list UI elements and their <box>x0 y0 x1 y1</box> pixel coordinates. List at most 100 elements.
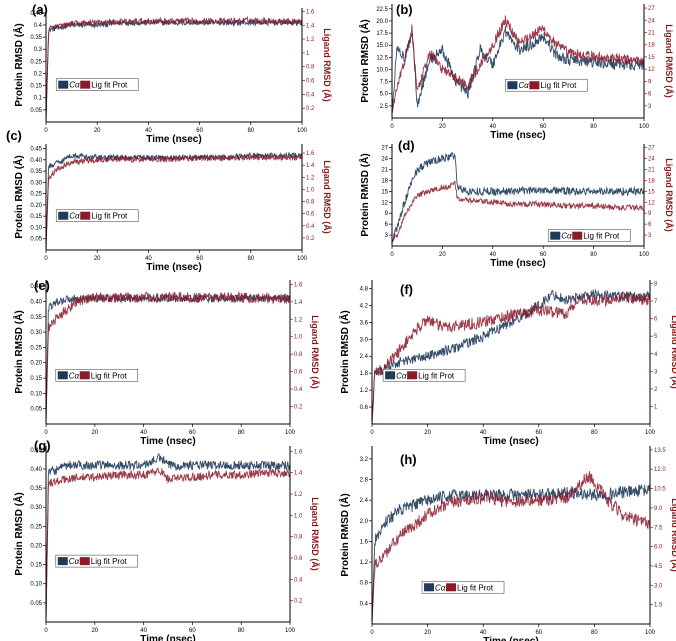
x-tick-label: 60 <box>196 128 203 134</box>
y-tick-label: 3.2 <box>360 457 369 463</box>
x-tick-label: 60 <box>535 430 542 436</box>
series-line-lig <box>45 466 291 623</box>
y2-tick-label: 1.0 <box>294 335 303 341</box>
y-axis-title: Protein RMSD (Å) <box>338 310 351 393</box>
y-tick-label: 27 <box>381 146 388 152</box>
y-tick-label: 0.10 <box>30 391 42 397</box>
y2-tick-label: 0.8 <box>294 352 303 358</box>
y2-tick-label: 1.6 <box>294 282 303 288</box>
x-tick-label: 0 <box>44 128 48 134</box>
y-tick-label: 1.2 <box>360 560 369 566</box>
y2-tick-label: 18 <box>648 43 655 49</box>
series-line-lig <box>45 153 303 251</box>
series-line-lig <box>371 291 651 425</box>
x-tick-label: 40 <box>480 430 487 436</box>
y-axis-title: Protein RMSD (Å) <box>338 493 351 576</box>
x-tick-label: 20 <box>439 252 446 258</box>
y2-tick-label: 7 <box>654 299 658 305</box>
y2-tick-label: 3 <box>654 369 658 375</box>
legend-swatch-lig <box>80 211 91 220</box>
x-axis-title: Time (nsec) <box>483 636 538 641</box>
chart-panel: 0.050.100.150.200.250.300.350.400.450.20… <box>12 438 320 641</box>
y2-tick-label: 7.5 <box>654 525 663 531</box>
y2-axis-title: Ligand RMSD (Å) <box>670 498 676 572</box>
y2-tick-label: 12.0 <box>654 467 666 473</box>
y2-tick-label: 3 <box>648 104 652 110</box>
x-tick-label: 20 <box>91 430 98 436</box>
y2-tick-label: 1.2 <box>306 37 315 43</box>
y2-tick-label: 0.4 <box>294 387 303 393</box>
x-tick-label: 60 <box>196 256 203 262</box>
y2-tick-label: 12 <box>648 200 655 206</box>
legend-swatch-ca <box>550 231 561 240</box>
legend-swatch-ca <box>57 371 68 380</box>
y-tick-label: 0.45 <box>30 284 42 290</box>
y-tick-label: 0.10 <box>30 582 42 588</box>
y2-tick-label: 0.6 <box>294 370 303 376</box>
panel-label: (b) <box>396 2 413 17</box>
x-axis-title: Time (nsec) <box>490 258 545 269</box>
x-tick-label: 80 <box>591 630 598 636</box>
legend: Cα Lig fit Prot <box>55 209 139 223</box>
y2-tick-label: 0.6 <box>306 212 315 218</box>
y2-tick-label: 2 <box>654 387 658 393</box>
legend-label-ca: Cα <box>69 212 80 221</box>
x-tick-label: 100 <box>285 628 296 634</box>
chart-panel: 0.05 0.1 0.15 0.2 0.25 0.3 0.35 0.4 0.45 0.2 0.4 0.… <box>12 2 332 145</box>
legend-label-ca: Cα <box>396 371 407 380</box>
y2-tick-label: 6.0 <box>654 545 663 551</box>
y-tick-label: 0.20 <box>30 543 42 549</box>
y-tick-label: 0.15 <box>30 84 42 90</box>
x-tick-label: 100 <box>297 256 308 262</box>
y-tick-label: 9 <box>385 211 389 217</box>
legend-box <box>382 368 466 382</box>
y-tick-label: 0.35 <box>30 169 42 175</box>
y2-tick-label: 9.0 <box>654 506 663 512</box>
y2-axis-title: Ligand RMSD (Å) <box>670 315 676 389</box>
y2-tick-label: 0.8 <box>294 535 303 541</box>
y-tick-label: 18 <box>381 178 388 184</box>
y2-tick-label: 12 <box>648 67 655 73</box>
series-line-lig <box>371 471 651 625</box>
legend-label-lig: Lig fit Prot <box>457 583 494 592</box>
legend: Cα Lig fit Prot <box>505 78 588 92</box>
x-tick-label: 80 <box>238 628 245 634</box>
panel-label: (e) <box>34 278 50 293</box>
y2-tick-label: 27 <box>648 6 655 12</box>
y-tick-label: 0.45 <box>30 11 42 17</box>
series-line-ca <box>391 26 645 114</box>
x-tick-label: 80 <box>247 256 254 262</box>
x-tick-label: 40 <box>145 128 152 134</box>
y2-axis-title: Ligand RMSD (Å) <box>322 28 332 102</box>
series-line-ca <box>371 484 651 625</box>
x-axis-title: Time (nsec) <box>146 262 201 273</box>
legend: Cα Lig fit Prot <box>55 554 139 568</box>
y2-tick-label: 9 <box>648 211 652 217</box>
y2-tick-label: 0.2 <box>306 236 315 242</box>
y-tick-label: 4.2 <box>360 303 369 309</box>
y2-axis-title: Ligand RMSD (Å) <box>310 497 320 571</box>
y-tick-label: 0.6 <box>360 405 369 411</box>
y2-tick-label: 1.4 <box>306 163 315 169</box>
y2-axis-title: Ligand RMSD (Å) <box>664 24 674 98</box>
legend-swatch-lig <box>446 583 457 592</box>
legend-label-lig: Lig fit Prot <box>418 371 455 380</box>
x-tick-label: 100 <box>639 252 650 258</box>
legend-swatch-ca <box>58 211 69 220</box>
y-axis-title: Protein RMSD (Å) <box>12 23 25 106</box>
y-tick-label: 0.1 <box>34 96 43 102</box>
y2-tick-label: 4 <box>654 352 658 358</box>
y-tick-label: 0.10 <box>30 225 42 231</box>
y-tick-label: 0.3 <box>34 47 43 53</box>
y-tick-label: 0.05 <box>30 237 42 243</box>
x-tick-label: 100 <box>645 630 656 636</box>
y2-tick-label: 1.0 <box>294 513 303 519</box>
legend-label-ca: Cα <box>69 371 80 380</box>
chart-panel: 0.050.100.150.200.250.300.350.400.450.20… <box>12 278 320 447</box>
y2-tick-label: 0.8 <box>306 65 315 71</box>
y-tick-label: 4.8 <box>360 286 369 292</box>
x-tick-label: 100 <box>297 128 308 134</box>
y-tick-label: 12 <box>381 200 388 206</box>
y-tick-label: 0.05 <box>30 108 42 114</box>
